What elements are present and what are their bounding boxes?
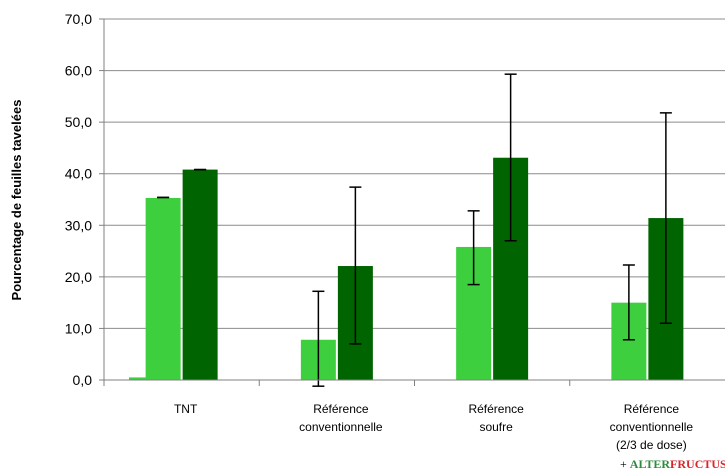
brand-fructus: FRUCTUS: [670, 457, 725, 471]
category-label: conventionnelle: [610, 420, 694, 434]
category-label: Référence: [468, 402, 524, 416]
error-bars: [157, 73, 672, 387]
y-tick-label: 10,0: [65, 320, 92, 336]
y-tick-label: 70,0: [65, 11, 92, 27]
category-label: Référence: [313, 402, 369, 416]
y-tick-label: 40,0: [65, 166, 92, 182]
brand-plus: +: [620, 457, 630, 471]
category-label: (2/3 de dose): [616, 438, 687, 452]
category-label: Référence: [624, 402, 680, 416]
y-tick-label: 20,0: [65, 269, 92, 285]
bar: [145, 197, 181, 380]
y-axis-ticks: 0,0 10,0 20,0 30,0 40,0 50,0 60,0 70,0: [65, 11, 104, 388]
bar: [182, 169, 218, 380]
x-axis-ticks: [103, 380, 571, 386]
category-label: TNT: [174, 402, 198, 416]
category-label: soufre: [479, 420, 513, 434]
y-tick-label: 30,0: [65, 217, 92, 233]
y-tick-label: 0,0: [73, 372, 93, 388]
y-tick-label: 50,0: [65, 114, 92, 130]
y-axis-label: Pourcentage de feuilles tavelées: [9, 100, 24, 301]
category-labels: TNT Référence conventionnelle Référence souf…: [174, 402, 693, 452]
category-label: conventionnelle: [299, 420, 383, 434]
brand-alter: ALTER: [629, 457, 671, 471]
y-tick-label: 60,0: [65, 63, 92, 79]
alterfructus-brand: + ALTERFRUCTUS: [620, 457, 725, 472]
bars: [129, 157, 684, 380]
